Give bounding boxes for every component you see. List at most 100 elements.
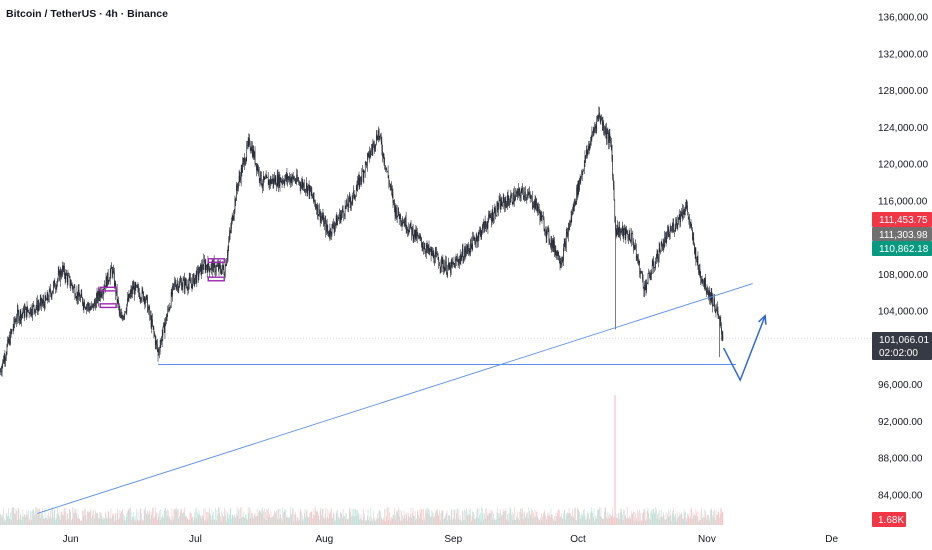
volume-bar	[248, 513, 250, 525]
volume-bar	[193, 517, 195, 525]
volume-bar	[358, 514, 360, 525]
candle-body	[319, 209, 321, 221]
candle-body	[320, 216, 322, 221]
candle-body	[714, 307, 716, 313]
volume-bar	[552, 514, 553, 525]
candle-body	[273, 178, 275, 184]
candle-body	[170, 306, 171, 308]
candle-body	[464, 248, 466, 253]
volume-bar	[283, 511, 285, 525]
candle-body	[592, 131, 594, 133]
svg-text:101,066.01: 101,066.01	[879, 335, 929, 346]
candle-body	[418, 235, 419, 239]
candle-body	[652, 261, 654, 266]
candle-body	[314, 200, 315, 203]
price-axis[interactable]: 136,000.00132,000.00128,000.00124,000.00…	[878, 13, 928, 502]
candle-body	[200, 264, 202, 275]
candle-body	[527, 194, 529, 196]
candle-body	[6, 345, 8, 355]
candle-body	[233, 215, 234, 221]
candle-body	[414, 229, 415, 237]
volume-bar	[234, 516, 236, 525]
candle-body	[515, 194, 516, 200]
candle-body	[512, 202, 514, 204]
candle-body	[231, 215, 233, 222]
candle-body	[662, 243, 663, 251]
volume-bar	[667, 513, 668, 525]
volume-bar	[287, 517, 288, 525]
candle-body	[62, 266, 63, 276]
candle-body	[41, 297, 42, 305]
candle-body	[447, 267, 449, 274]
volume-bar	[549, 514, 550, 525]
candle-body	[243, 158, 245, 161]
candle-body	[216, 266, 218, 267]
volume-bar	[306, 509, 308, 525]
time-axis[interactable]: Jun Jul Aug Sep Oct Nov De	[63, 534, 839, 545]
volume-bar	[290, 507, 291, 525]
volume-bar	[93, 518, 95, 525]
volume-bar	[21, 520, 22, 525]
volume-bar	[104, 518, 105, 525]
candle-body	[685, 204, 687, 207]
candle-body	[503, 197, 505, 200]
candle-body	[505, 200, 507, 203]
volume-bar	[332, 518, 333, 525]
candle-body	[699, 269, 700, 274]
candle-body	[354, 196, 356, 198]
volume-bar	[62, 509, 64, 525]
candle-body	[328, 231, 329, 236]
candle-body	[412, 227, 413, 235]
candle-body	[429, 250, 431, 252]
volume-bar	[237, 515, 239, 525]
volume-bar	[145, 513, 147, 525]
candle-body	[89, 307, 90, 311]
candle-body	[72, 286, 74, 290]
candle-body	[626, 233, 628, 235]
volume-bar	[345, 519, 347, 525]
volume-bar	[525, 515, 527, 525]
candle-body	[281, 181, 283, 183]
volume-bar	[447, 520, 449, 525]
candle-body	[518, 188, 520, 191]
candle-body	[272, 178, 274, 184]
candle-body	[452, 262, 453, 264]
volume-bar	[382, 517, 384, 525]
candle-body	[116, 289, 117, 295]
candle-body	[518, 188, 519, 197]
candle-body	[222, 265, 223, 270]
volume-bar	[126, 513, 128, 525]
volume-bar	[206, 511, 207, 525]
volume-bar	[152, 507, 153, 525]
candle-body	[79, 296, 81, 301]
volume-bar	[95, 510, 96, 525]
volume-bar	[658, 519, 660, 525]
volume-bar	[613, 517, 614, 525]
volume-bar	[282, 507, 284, 525]
candle-body	[680, 211, 681, 222]
volume-bar	[492, 511, 494, 525]
volume-bar	[120, 511, 122, 525]
candle-body	[610, 139, 611, 141]
candle-body	[417, 233, 419, 236]
candle-body	[627, 234, 629, 238]
volume-bar	[584, 515, 586, 525]
volume-bar	[127, 511, 128, 525]
candle-body	[287, 174, 288, 181]
candle-body	[387, 170, 388, 172]
volume-bar	[199, 513, 200, 525]
candle-body	[206, 265, 207, 268]
candle-body	[462, 249, 464, 261]
candle-body	[295, 181, 297, 183]
volume-bar	[618, 513, 620, 525]
candle-body	[588, 146, 590, 150]
volume-bar	[403, 518, 404, 525]
volume-bar	[626, 518, 627, 525]
volume-bar	[10, 520, 12, 525]
candle-body	[236, 186, 237, 201]
volume-bar	[340, 513, 342, 525]
candle-body	[63, 266, 65, 270]
candle-body	[452, 262, 454, 264]
candle-body	[513, 192, 514, 204]
